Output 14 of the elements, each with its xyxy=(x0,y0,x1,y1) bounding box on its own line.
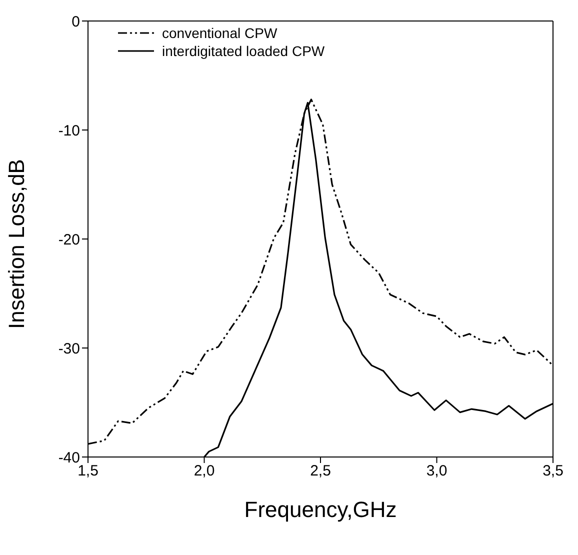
y-tick-label: -10 xyxy=(58,122,80,140)
y-tick-label: 0 xyxy=(72,13,80,30)
y-axis-title: Insertion Loss,dB xyxy=(4,159,29,329)
x-tick-label: 3,0 xyxy=(426,462,448,480)
y-tick-label: -30 xyxy=(58,340,80,358)
x-tick-label: 2,0 xyxy=(194,462,215,480)
x-tick-label: 2,5 xyxy=(310,462,331,480)
legend-label: conventional CPW xyxy=(162,24,278,42)
y-tick-label: -40 xyxy=(58,449,80,466)
x-tick-label: 1,5 xyxy=(78,462,98,480)
y-tick-label: -20 xyxy=(58,231,80,248)
x-tick-label: 3,5 xyxy=(542,462,564,480)
x-axis-title: Frequency,GHz xyxy=(244,497,397,522)
legend-label: interdigitated loaded CPW xyxy=(162,42,325,60)
